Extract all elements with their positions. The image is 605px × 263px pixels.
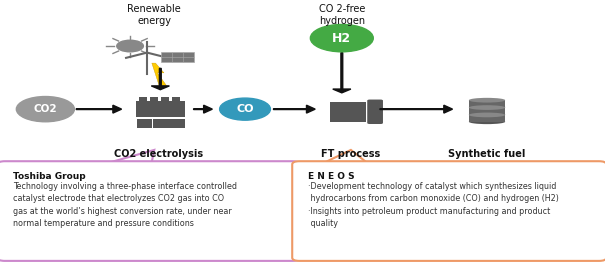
Circle shape — [220, 98, 270, 120]
FancyBboxPatch shape — [367, 100, 383, 124]
Ellipse shape — [469, 119, 505, 124]
FancyArrow shape — [194, 105, 212, 113]
Ellipse shape — [469, 105, 505, 110]
Text: E N E O S: E N E O S — [308, 172, 355, 181]
Circle shape — [117, 40, 143, 52]
FancyArrow shape — [76, 105, 122, 113]
Ellipse shape — [469, 112, 505, 117]
Circle shape — [16, 97, 74, 122]
Text: Renewable
energy: Renewable energy — [128, 4, 181, 26]
FancyArrow shape — [273, 105, 315, 113]
FancyArrow shape — [151, 68, 169, 90]
Bar — [469, 100, 505, 107]
Text: CO2: CO2 — [33, 104, 57, 114]
Text: ·Development technology of catalyst which synthesizes liquid
 hydrocarbons from : ·Development technology of catalyst whic… — [308, 182, 559, 228]
FancyBboxPatch shape — [292, 161, 605, 261]
Text: Synthetic fuel: Synthetic fuel — [448, 149, 526, 159]
Bar — [330, 102, 366, 122]
Bar — [161, 97, 169, 109]
Bar — [150, 97, 159, 109]
Text: CO2 electrolysis: CO2 electrolysis — [114, 149, 203, 159]
Bar — [139, 97, 148, 109]
Text: Toshiba Group: Toshiba Group — [13, 172, 86, 181]
Text: Technology involving a three-phase interface controlled
catalyst electrode that : Technology involving a three-phase inter… — [13, 182, 237, 228]
Ellipse shape — [469, 98, 505, 103]
Bar — [172, 97, 180, 109]
Bar — [137, 119, 152, 128]
Polygon shape — [152, 63, 166, 85]
Text: FT process: FT process — [321, 149, 381, 159]
Circle shape — [310, 24, 373, 52]
Bar — [169, 119, 185, 128]
Ellipse shape — [469, 105, 505, 109]
FancyArrow shape — [380, 105, 453, 113]
Text: CO 2-free
hydrogen: CO 2-free hydrogen — [319, 4, 365, 26]
Bar — [136, 101, 185, 117]
Bar — [160, 52, 194, 62]
Text: H2: H2 — [332, 32, 352, 45]
Ellipse shape — [469, 113, 505, 117]
Text: CO: CO — [237, 104, 253, 114]
Bar — [469, 108, 505, 114]
FancyBboxPatch shape — [0, 161, 299, 261]
FancyArrow shape — [333, 53, 351, 93]
Bar — [469, 115, 505, 122]
Bar — [153, 119, 169, 128]
